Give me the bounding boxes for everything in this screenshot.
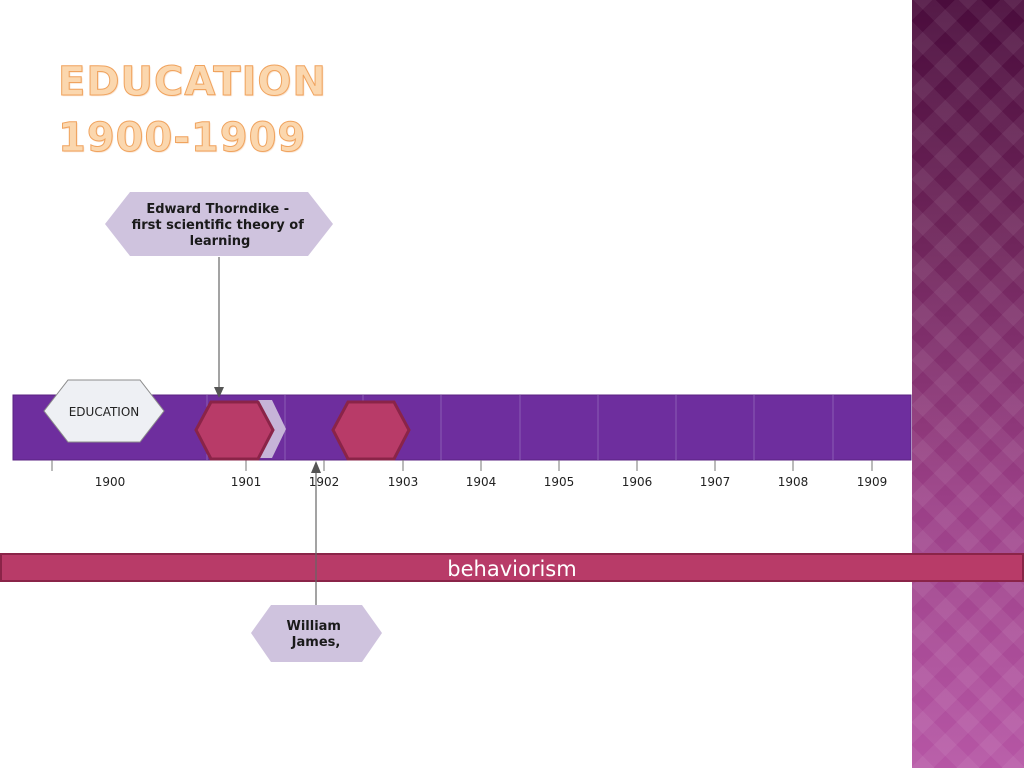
callout-thorndike[interactable] [105, 192, 333, 256]
year-ticks [51, 460, 873, 471]
timeline-bar [12, 394, 912, 461]
callout-william-james[interactable] [251, 605, 382, 662]
year-label-1901: 1901 [231, 475, 262, 489]
callout-james-line-1: William [286, 619, 340, 634]
era-band-label: behaviorism [447, 557, 576, 581]
year-label-1907: 1907 [700, 475, 731, 489]
decorative-side-panel [912, 0, 1024, 768]
year-label-1900: 1900 [95, 475, 126, 489]
event-marker-1901[interactable] [194, 400, 275, 461]
year-label-1908: 1908 [778, 475, 809, 489]
year-label-1904: 1904 [466, 475, 497, 489]
page-title: EDUCATION 1900-1909 [58, 54, 327, 166]
callout-thorndike-line-2: first scientific theory of [132, 218, 305, 233]
year-label-1906: 1906 [622, 475, 653, 489]
callout-james-line-2: James, [291, 635, 341, 650]
start-marker-label: EDUCATION [69, 405, 140, 419]
title-line-1: EDUCATION [58, 59, 327, 106]
callout-thorndike-line-1: Edward Thorndike - [146, 202, 289, 217]
callout-james-text: William James, [286, 619, 345, 650]
year-labels: 1900 1901 1902 1903 1904 1905 1906 1907 1908 1909 [95, 475, 888, 489]
year-label-1905: 1905 [544, 475, 575, 489]
callout-thorndike-line-3: learning [190, 234, 251, 249]
year-label-1909: 1909 [857, 475, 888, 489]
arrowhead-up-icon [311, 461, 321, 473]
start-marker[interactable] [43, 379, 165, 443]
era-band-behaviorism[interactable] [0, 553, 1024, 582]
callout-thorndike-text: Edward Thorndike - first scientific theo… [132, 202, 309, 249]
arrowhead-down-icon [214, 387, 224, 398]
title-line-2: 1900-1909 [58, 115, 307, 162]
year-label-1903: 1903 [388, 475, 419, 489]
event-marker-1902[interactable] [331, 400, 411, 461]
year-label-1902: 1902 [309, 475, 340, 489]
